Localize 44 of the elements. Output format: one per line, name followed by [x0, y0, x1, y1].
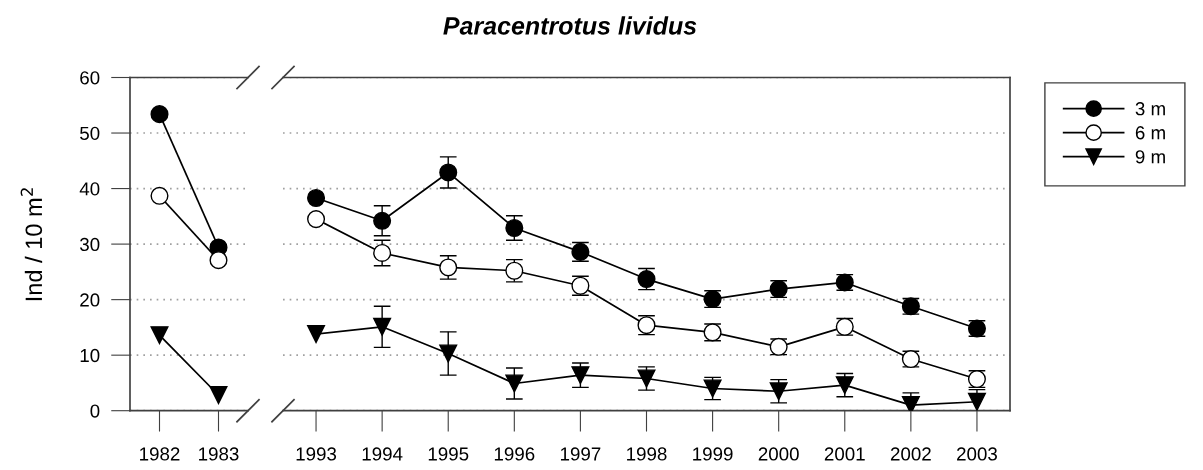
point [373, 211, 392, 230]
point [209, 251, 228, 270]
y-tick-label: 40 [79, 182, 100, 196]
chart-title: Paracentrotus lividus [443, 16, 697, 35]
point [835, 376, 854, 395]
point [505, 374, 524, 393]
x-tick-label: 1999 [693, 447, 733, 461]
point [307, 325, 326, 344]
point [571, 366, 590, 385]
point [307, 188, 326, 208]
legend-label: 3 m [1135, 102, 1165, 116]
x-tick-label: 2003 [957, 447, 997, 461]
x-tick-label: 1994 [362, 447, 403, 461]
y-tick-label: 0 [90, 404, 100, 418]
x-tick-label: 1993 [296, 447, 337, 461]
point [307, 210, 326, 229]
point [373, 243, 392, 263]
x-tick-label: 2001 [824, 447, 865, 461]
point [150, 326, 169, 345]
x-tick-label: 1995 [428, 447, 469, 461]
x-tick-label: 1996 [494, 447, 535, 461]
point [150, 186, 169, 205]
point [439, 344, 458, 363]
legend-label: 6 m [1135, 126, 1165, 140]
x-tick-label: 2000 [758, 447, 799, 461]
point [967, 392, 986, 411]
x-tick-label: 1982 [140, 447, 180, 461]
y-tick-label: 60 [80, 71, 100, 85]
point [439, 163, 458, 182]
x-tick-label: 2002 [890, 447, 931, 461]
y-tick-label: 20 [80, 293, 100, 307]
legend-label: 9 m [1135, 150, 1165, 164]
x-tick-label: 1998 [627, 447, 667, 461]
x-tick-label: 1983 [199, 447, 239, 461]
point [150, 105, 169, 124]
y-tick-label: 30 [80, 237, 100, 252]
point [901, 396, 920, 411]
y-tick-label: 10 [80, 348, 100, 363]
point [769, 382, 788, 401]
x-tick-label: 1997 [560, 447, 601, 461]
point [373, 317, 392, 336]
y-axis-title: Ind / 10 m$^{2}$ [20, 188, 43, 301]
y-tick-label: 50 [80, 126, 100, 141]
point [209, 386, 228, 405]
